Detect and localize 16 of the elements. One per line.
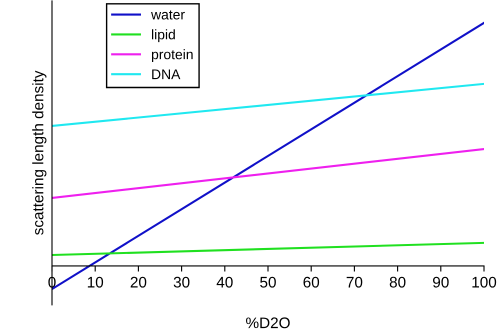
- x-axis-title: %D2O: [246, 317, 290, 328]
- legend-label: water: [151, 10, 185, 20]
- legend-label: DNA: [152, 70, 180, 80]
- x-tick-label: 80: [390, 276, 406, 288]
- x-tick-label: 90: [433, 276, 449, 288]
- x-tick-label: 60: [303, 276, 320, 288]
- x-tick-label: 30: [174, 276, 190, 288]
- x-tick-label: 40: [216, 276, 233, 288]
- legend-label: protein: [152, 49, 193, 62]
- x-tick-label: 10: [88, 276, 104, 288]
- x-tick-label: 50: [260, 276, 276, 288]
- x-tick-label: 70: [346, 276, 362, 288]
- x-tick-label: 20: [130, 276, 146, 288]
- legend-label: lipid: [152, 29, 175, 42]
- y-axis-title: scattering length density: [32, 70, 46, 235]
- x-tick-label: 100: [472, 276, 496, 288]
